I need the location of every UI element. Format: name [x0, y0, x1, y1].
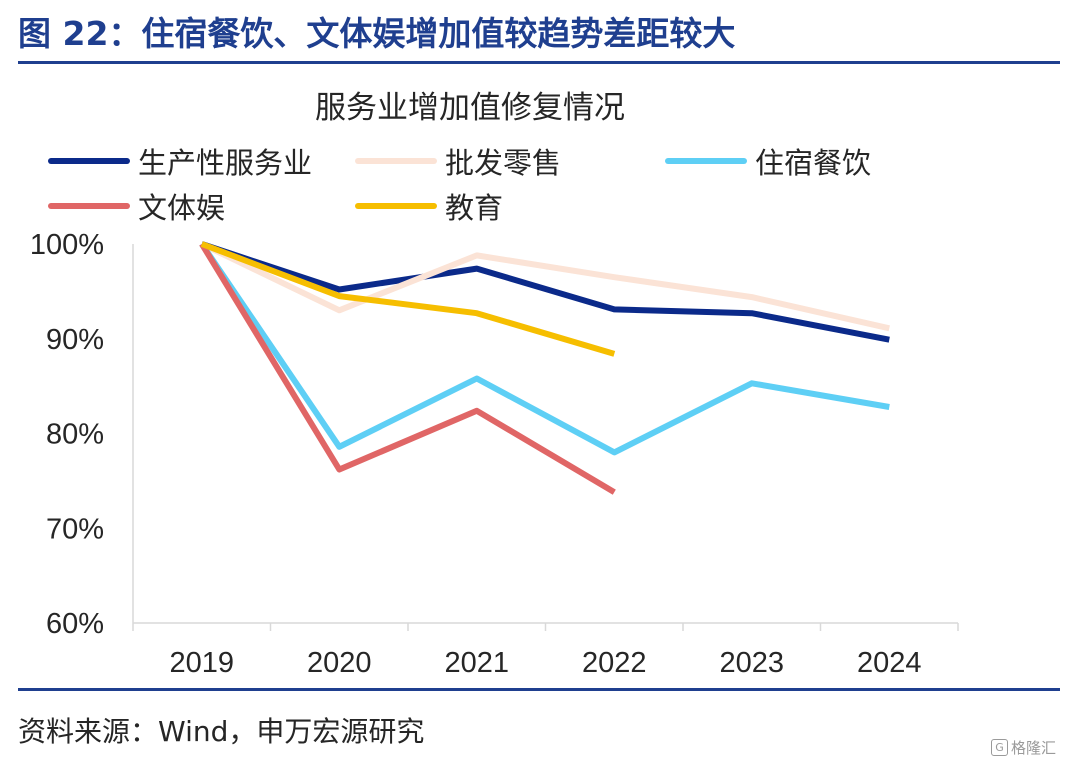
- series-line-3: [199, 242, 616, 495]
- y-tick-label: 90%: [46, 324, 104, 356]
- legend-label: 文体娱: [138, 191, 226, 225]
- watermark-text: 格隆汇: [1010, 739, 1056, 757]
- watermark: G 格隆汇: [990, 737, 1056, 758]
- series-line-4: [200, 241, 616, 357]
- legend-item-accommodation-catering: 住宿餐饮: [665, 141, 871, 181]
- legend-item-culture-sports-entertainment: 文体娱: [48, 186, 225, 226]
- title-rule: [18, 61, 1060, 64]
- y-tick-label: 80%: [46, 419, 104, 451]
- y-tick-label: 60%: [46, 608, 104, 640]
- legend-label: 教育: [445, 191, 504, 225]
- x-tick-label: 2022: [582, 647, 647, 679]
- source-note: 资料来源：Wind，申万宏源研究: [18, 715, 425, 748]
- legend-swatch: [48, 158, 130, 164]
- legend-item-producer-services: 生产性服务业: [48, 141, 312, 181]
- x-tick-label: 2024: [857, 647, 922, 679]
- legend-item-education: 教育: [355, 186, 503, 226]
- legend-label: 生产性服务业: [138, 146, 313, 180]
- x-tick-label: 2020: [307, 647, 372, 679]
- legend-item-wholesale-retail: 批发零售: [355, 141, 561, 181]
- series-line-0: [200, 241, 890, 343]
- x-tick-label: 2019: [169, 647, 234, 679]
- y-tick-label: 100%: [30, 229, 104, 261]
- x-tick-label: 2023: [719, 647, 784, 679]
- legend-label: 住宿餐饮: [755, 146, 872, 180]
- legend-label: 批发零售: [445, 146, 562, 180]
- axes: 2019 2020 2021 2022 2023 2024 60% 70% 80% 90% 100%: [30, 229, 959, 679]
- series-line-2: [199, 242, 890, 456]
- series-lines: [199, 241, 890, 495]
- figure-title: 图 22：住宿餐饮、文体娱增加值较趋势差距较大: [18, 14, 736, 53]
- legend-swatch: [665, 158, 747, 164]
- source-rule: [18, 688, 1060, 691]
- y-tick-label: 70%: [46, 513, 104, 545]
- legend-swatch: [355, 158, 437, 164]
- watermark-logo-icon: G: [990, 739, 1008, 756]
- series-line-1: [200, 241, 890, 332]
- x-tick-label: 2021: [444, 647, 509, 679]
- chart-title: 服务业增加值修复情况: [315, 90, 625, 126]
- legend-swatch: [48, 203, 130, 209]
- legend-swatch: [355, 203, 437, 209]
